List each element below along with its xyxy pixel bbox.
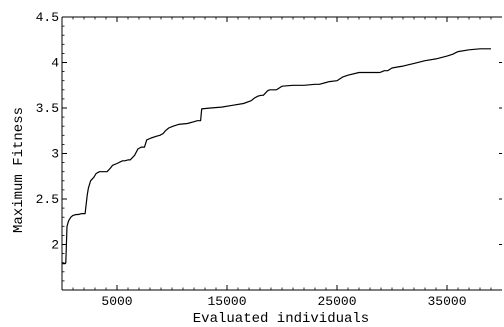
y-tick-label: 2 [51,238,59,253]
y-axis: 2 2.5 3 3.5 4 4.5 [36,10,502,282]
x-tick-label: 35000 [427,294,466,309]
y-tick-label: 3.5 [36,101,59,116]
y-tick-label: 2.5 [36,192,59,207]
y-tick-label: 3 [51,147,59,162]
x-axis-title: Evaluated individuals [193,311,369,327]
x-tick-label: 15000 [207,294,246,309]
series-line-maximum-fitness [62,48,491,265]
x-tick-label: 25000 [317,294,356,309]
y-tick-label: 4 [51,56,59,71]
y-tick-label: 4.5 [36,10,59,25]
x-axis: 5000 15000 25000 35000 [72,17,492,309]
plot-frame [61,16,502,291]
y-axis-title: Maximum Fitness [11,107,27,233]
x-tick-label: 5000 [101,294,132,309]
